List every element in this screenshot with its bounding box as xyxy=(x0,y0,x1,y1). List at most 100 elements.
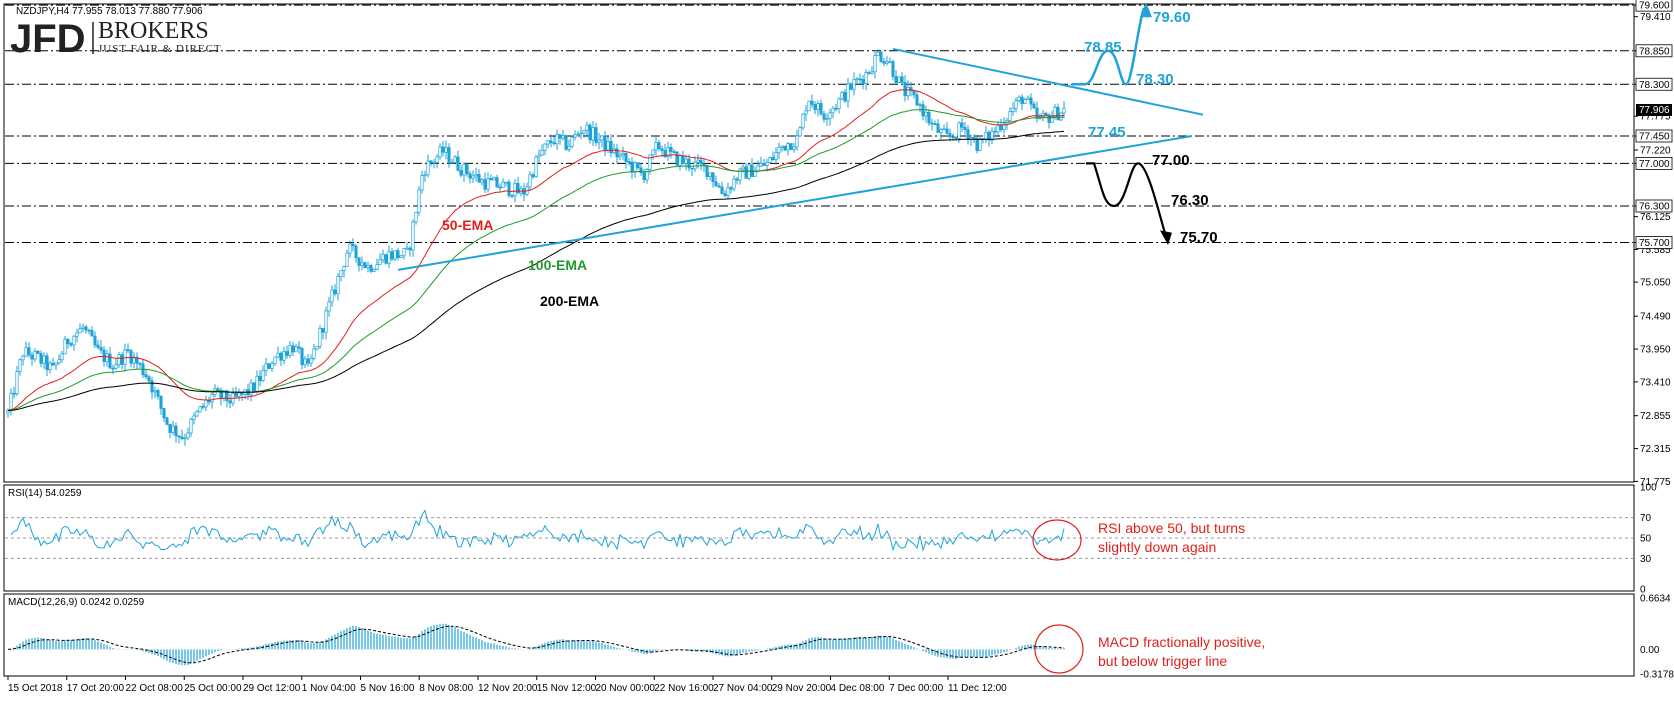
candle-body xyxy=(954,136,958,139)
candle-body xyxy=(315,346,319,350)
candle-body xyxy=(984,131,988,140)
candle-body xyxy=(150,380,154,393)
candle-body xyxy=(39,352,43,364)
candle-body xyxy=(936,123,940,133)
candle-body xyxy=(948,133,952,138)
candle-body xyxy=(1056,106,1060,121)
candle-body xyxy=(9,392,13,411)
candle-body xyxy=(495,177,499,188)
rsi-tick-label: 50 xyxy=(1640,534,1652,545)
level-tag xyxy=(1635,199,1673,213)
candle-body xyxy=(27,347,31,356)
candle-body xyxy=(57,359,61,364)
candle-body xyxy=(1035,107,1039,119)
candle-body xyxy=(732,178,736,190)
candle-body xyxy=(783,145,787,151)
candle-body xyxy=(579,132,583,135)
candle-body xyxy=(192,415,196,420)
candle-body xyxy=(957,122,961,139)
candle-body xyxy=(834,107,838,110)
candle-body xyxy=(666,147,670,158)
ema50-line xyxy=(7,89,1065,412)
candle-body xyxy=(1062,107,1066,114)
logo-main: JFD xyxy=(10,17,86,61)
candle-body xyxy=(612,148,616,154)
candle-body xyxy=(543,143,547,151)
rsi-circle xyxy=(1032,519,1082,561)
candle-body xyxy=(753,171,757,177)
candle-body xyxy=(345,252,349,267)
candle-body xyxy=(780,145,784,149)
candle-body xyxy=(1011,107,1015,112)
candle-body xyxy=(303,358,307,365)
candle-body xyxy=(594,127,598,143)
candle-body xyxy=(33,350,37,360)
candle-body xyxy=(729,187,733,190)
candle-body xyxy=(696,159,700,163)
candle-body xyxy=(147,376,151,382)
time-tick-label: 27 Nov 04:00 xyxy=(713,683,773,694)
candle-body xyxy=(69,343,73,346)
candle-body xyxy=(828,112,832,119)
time-tick-label: 5 Nov 16:00 xyxy=(361,683,415,694)
level-tag-label: 75.700 xyxy=(1639,238,1670,249)
candle-body xyxy=(84,326,88,331)
time-tick-label: 8 Nov 08:00 xyxy=(419,683,473,694)
candle-body xyxy=(870,71,874,74)
candle-body xyxy=(480,179,484,183)
candle-body xyxy=(489,177,493,181)
candle-body xyxy=(483,179,487,190)
candle-body xyxy=(15,371,19,394)
candle-body xyxy=(411,221,415,251)
candle-body xyxy=(894,76,898,83)
time-tick-label: 22 Nov 16:00 xyxy=(654,683,714,694)
candle-body xyxy=(252,382,256,392)
candle-body xyxy=(51,362,55,366)
candle-body xyxy=(447,147,451,163)
candle-body xyxy=(351,243,355,247)
candle-body xyxy=(372,269,376,272)
price-tick-label: 75.585 xyxy=(1640,245,1671,256)
candle-body xyxy=(465,163,469,175)
candle-body xyxy=(813,104,817,110)
candle-body xyxy=(393,250,397,260)
candle-body xyxy=(504,181,508,184)
candle-body xyxy=(921,104,925,117)
candle-body xyxy=(627,161,631,163)
candle-body xyxy=(210,394,214,403)
candle-body xyxy=(294,346,298,353)
candle-body xyxy=(822,113,826,120)
candle-body xyxy=(216,388,220,391)
price-tick-label: 72.315 xyxy=(1640,444,1671,455)
rsi-note-line-1: RSI above 50, but turns xyxy=(1098,520,1245,536)
candle-body xyxy=(429,160,433,163)
candle-body xyxy=(648,154,652,170)
current-price-value: 77.906 xyxy=(1639,105,1670,116)
ema200-label: 200-EMA xyxy=(540,293,599,309)
candle-body xyxy=(711,172,715,183)
candle-body xyxy=(924,111,928,117)
time-tick-label: 29 Nov 20:00 xyxy=(772,683,832,694)
candle-body xyxy=(21,355,25,361)
ema200-line xyxy=(7,130,1065,412)
candle-body xyxy=(816,103,820,110)
macd-tick-label: -0.3178 xyxy=(1640,670,1674,681)
candle-body xyxy=(654,142,658,151)
price-tick-label: 71.775 xyxy=(1640,477,1671,488)
candle-body xyxy=(363,262,367,269)
candle-body xyxy=(735,178,739,181)
level-tag xyxy=(1635,0,1673,12)
candle-body xyxy=(618,154,622,158)
candle-body xyxy=(312,348,316,359)
macd-tick-label: 0.6634 xyxy=(1640,594,1671,605)
candle-body xyxy=(123,349,127,365)
candle-body xyxy=(717,185,721,188)
candle-body xyxy=(987,131,991,141)
level-tag xyxy=(1635,77,1673,91)
candle-body xyxy=(132,356,136,364)
candle-body xyxy=(1041,112,1045,118)
candle-body xyxy=(285,351,289,356)
candle-body xyxy=(354,245,358,259)
candle-body xyxy=(318,328,322,347)
price-tick-label: 72.855 xyxy=(1640,411,1671,422)
